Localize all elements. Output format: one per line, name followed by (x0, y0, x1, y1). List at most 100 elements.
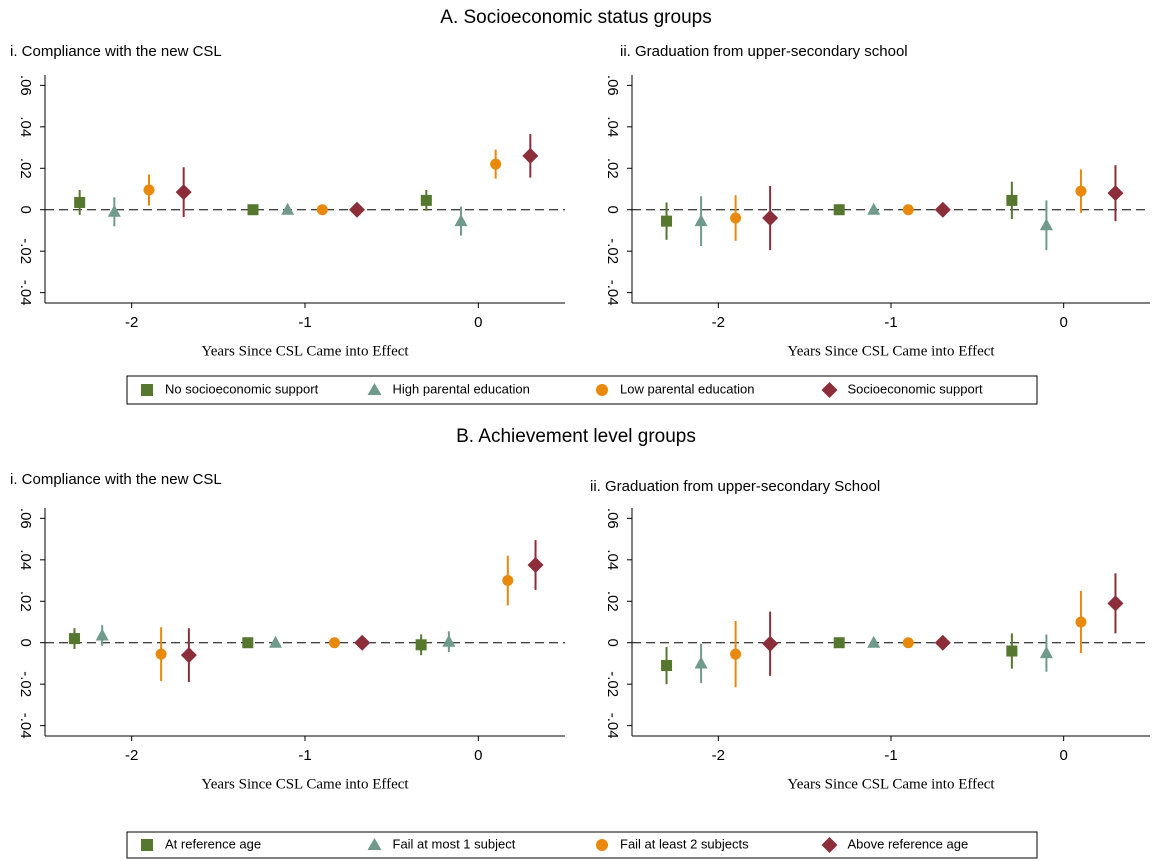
legend-label: At reference age (165, 836, 261, 851)
marker (762, 210, 779, 227)
section-title: A. Socioeconomic status groups (440, 7, 711, 28)
marker (442, 634, 456, 647)
y-tick-label: 0 (17, 206, 34, 214)
marker (502, 575, 514, 587)
y-tick-label: -.04 (604, 280, 621, 306)
marker (180, 647, 197, 664)
marker (902, 637, 914, 649)
legend-label: Low parental education (620, 381, 754, 396)
x-tick-label: -1 (884, 314, 897, 331)
y-tick-label: .06 (604, 508, 621, 529)
marker (247, 204, 259, 216)
section-title: B. Achievement level groups (456, 426, 696, 447)
legend-marker (141, 384, 153, 396)
marker (74, 196, 86, 208)
y-tick-label: -.02 (604, 671, 621, 697)
x-tick-label: -2 (125, 314, 138, 331)
x-axis-label: Years Since CSL Came into Effect (201, 776, 409, 792)
legend-box (126, 831, 1038, 859)
marker (68, 633, 80, 645)
marker (833, 204, 845, 216)
y-tick-label: .04 (604, 549, 621, 570)
panel-title: i. Compliance with the new CSL (10, 471, 222, 488)
x-axis-label: Years Since CSL Came into Effect (201, 343, 409, 359)
marker (420, 194, 432, 206)
marker (661, 215, 673, 227)
marker (454, 214, 468, 227)
marker (415, 639, 427, 651)
legend-marker (821, 837, 838, 853)
legend-label: Socioeconomic support (848, 381, 984, 396)
legend-marker (367, 838, 382, 850)
y-tick-label: -.02 (604, 238, 621, 264)
x-tick-label: -1 (298, 747, 311, 764)
y-tick-label: 0 (604, 206, 621, 214)
marker (1006, 194, 1018, 206)
marker (1075, 185, 1087, 197)
y-tick-label: -.04 (604, 713, 621, 739)
legend-label: Fail at least 2 subjects (620, 836, 749, 851)
legend-marker (367, 383, 382, 395)
marker (175, 184, 192, 201)
marker (95, 628, 109, 641)
x-tick-label: -1 (298, 314, 311, 331)
y-tick-label: .02 (17, 591, 34, 612)
legend-marker (596, 839, 608, 851)
marker (143, 184, 155, 196)
marker (730, 212, 742, 224)
x-tick-label: -2 (712, 747, 725, 764)
marker (694, 656, 708, 669)
marker (107, 204, 121, 217)
legend-marker (141, 839, 153, 851)
y-tick-label: .02 (17, 158, 34, 179)
y-tick-label: .06 (17, 75, 34, 96)
marker (1039, 646, 1053, 659)
legend-label: Fail at most 1 subject (393, 836, 516, 851)
marker (694, 214, 708, 227)
marker (1107, 595, 1124, 612)
y-tick-label: .02 (604, 158, 621, 179)
panel-title: i. Compliance with the new CSL (10, 43, 222, 60)
y-tick-label: 0 (604, 639, 621, 647)
marker (833, 637, 845, 649)
marker (155, 648, 167, 660)
marker (269, 635, 283, 648)
marker (522, 147, 539, 164)
x-tick-label: 0 (1059, 314, 1067, 331)
marker (527, 557, 544, 573)
y-tick-label: .02 (604, 591, 621, 612)
marker (1075, 616, 1087, 628)
marker (934, 634, 951, 651)
marker (242, 637, 254, 649)
x-tick-label: 0 (1059, 747, 1067, 764)
x-tick-label: -2 (125, 747, 138, 764)
y-tick-label: .06 (604, 75, 621, 96)
y-tick-label: -.02 (17, 671, 34, 697)
legend-label: Above reference age (848, 836, 969, 851)
x-tick-label: 0 (474, 747, 482, 764)
legend-label: High parental education (393, 381, 530, 396)
y-tick-label: -.04 (17, 280, 34, 306)
y-tick-label: .04 (17, 116, 34, 137)
y-tick-label: 0 (17, 639, 34, 647)
legend-label: No socioeconomic support (165, 381, 319, 396)
panel-title: ii. Graduation from upper-secondary Scho… (590, 478, 880, 495)
panel-title: ii. Graduation from upper-secondary scho… (620, 43, 908, 60)
y-tick-label: -.02 (17, 238, 34, 264)
legend-marker (821, 382, 838, 398)
legend-box (126, 375, 1038, 405)
marker (1107, 185, 1124, 202)
x-axis-label: Years Since CSL Came into Effect (787, 776, 995, 792)
marker (316, 204, 328, 216)
marker (490, 158, 502, 170)
marker (867, 202, 881, 215)
y-tick-label: .04 (604, 116, 621, 137)
y-tick-label: .06 (17, 508, 34, 529)
marker (328, 637, 340, 649)
x-tick-label: -1 (884, 747, 897, 764)
x-tick-label: 0 (474, 314, 482, 331)
marker (354, 634, 371, 651)
legend-marker (596, 384, 608, 396)
y-tick-label: .04 (17, 549, 34, 570)
